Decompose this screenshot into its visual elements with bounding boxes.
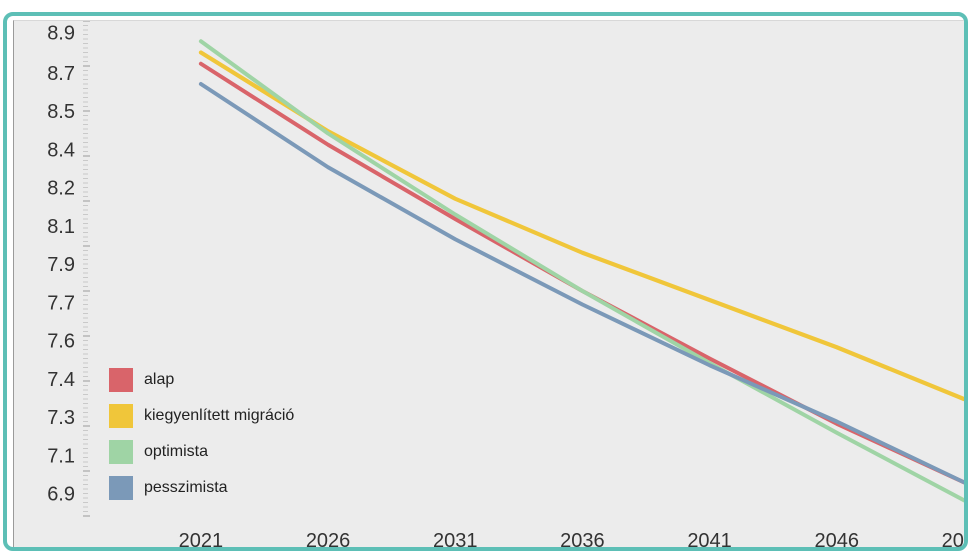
y-tick-label: 7.3: [47, 407, 75, 429]
y-axis-labels: 8.9 8.7 8.5 8.4 8.2 8.1 7.9 7.7 7.6 7.4 7.3 7.1 6.9: [47, 22, 75, 505]
y-tick-label: 8.9: [47, 22, 75, 44]
legend-label-pesszimista: pesszimista: [144, 478, 228, 496]
legend-label-alap: alap: [144, 370, 175, 388]
series-line-pesszimista: [198, 82, 964, 485]
legend-label-optimista: optimista: [144, 442, 209, 460]
series-line-optimista: [198, 39, 964, 503]
y-tick-label: 7.6: [47, 331, 75, 353]
legend-item-pesszimista: pesszimista: [109, 474, 294, 501]
plot-area: 8.9 8.7 8.5 8.4 8.2 8.1 7.9 7.7 7.6 7.4 7.3 7.1 6.9 …: [13, 20, 968, 551]
y-tick-label: 7.4: [47, 369, 75, 391]
y-tick-label: 8.2: [47, 178, 75, 200]
y-tick-label: 7.7: [47, 292, 75, 314]
x-tick-label: 2041: [687, 530, 732, 551]
y-minor-ticks: [83, 20, 90, 517]
y-tick-label: 8.7: [47, 63, 75, 85]
x-tick-label: 2021: [179, 530, 224, 551]
legend-swatch-alap: [109, 367, 133, 392]
x-tick-label: 2046: [814, 530, 859, 551]
chart-panel: 8.9 8.7 8.5 8.4 8.2 8.1 7.9 7.7 7.6 7.4 7.3 7.1 6.9 …: [3, 12, 968, 551]
legend-swatch-pesszimista: [109, 475, 133, 500]
line-chart: 8.98.78.58.48.28.17.97.77.67.47.37.16.9 …: [47, 20, 968, 551]
legend-item-optimista: optimista: [109, 438, 294, 465]
x-tick-label: 2026: [306, 530, 351, 551]
legend-item-kiegyenlitett-migracio: kiegyenlített migráció: [109, 402, 294, 429]
y-tick-label: 8.4: [47, 139, 75, 161]
series-lines: [198, 39, 964, 503]
legend: alap kiegyenlített migráció optimista pe…: [109, 366, 294, 510]
y-tick-label: 7.9: [47, 254, 75, 276]
legend-swatch-kiegyenlitett-migracio: [109, 403, 133, 428]
legend-item-alap: alap: [109, 366, 294, 393]
legend-swatch-optimista: [109, 439, 133, 464]
x-tick-label: 2031: [433, 530, 478, 551]
cropped-caption: [0, 0, 971, 8]
y-tick-label: 7.1: [47, 445, 75, 467]
y-tick-label: 8.5: [47, 101, 75, 123]
series-line-kiegyenl-tett-migr-ci-: [198, 50, 964, 402]
x-axis-labels: 2021 2026 2031 2036 2041 2046 2051: [179, 530, 968, 551]
y-tick-label: 8.1: [47, 216, 75, 238]
x-tick-label: 2051: [942, 530, 968, 551]
x-tick-label: 2036: [560, 530, 605, 551]
y-tick-label: 6.9: [47, 484, 75, 506]
legend-label-kiegyenlitett-migracio: kiegyenlített migráció: [144, 406, 295, 424]
